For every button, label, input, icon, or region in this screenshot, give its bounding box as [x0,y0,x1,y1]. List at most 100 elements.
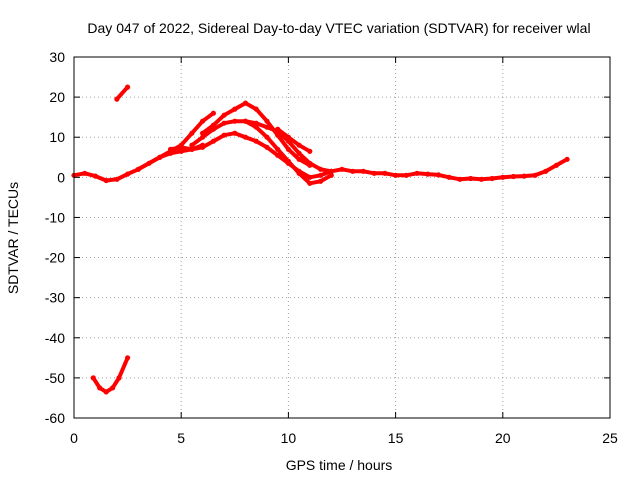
data-point [167,146,174,152]
grid-layer [74,57,610,418]
data-point [135,166,141,172]
data-point [350,168,356,174]
data-point [242,118,249,124]
data-point [393,172,399,178]
data-point [264,134,270,140]
x-tick-label: 20 [495,430,511,446]
data-point [307,180,313,186]
data-point [221,132,227,138]
tick-layer [73,56,611,419]
data-point [210,122,216,128]
x-tick-label: 25 [602,430,618,446]
data-point [189,130,195,136]
x-axis-title: GPS time / hours [286,457,393,473]
data-point [318,172,324,178]
data-point [253,120,259,126]
series-line-upper-segment [114,85,130,102]
data-point [264,124,270,130]
y-tick-label: -20 [45,250,65,266]
label-layer: 0 5 10 15 20 25 -60 -50 -40 -30 -20 -10 0 10 20 30 [45,49,618,446]
series-line-arc-b [168,131,334,180]
data-point [90,375,96,381]
y-tick-label: -40 [45,330,65,346]
data-point [82,170,88,176]
data-point [296,170,302,176]
data-point [553,162,560,168]
data-point [178,148,184,154]
data-point [200,130,206,136]
data-point [275,146,281,152]
data-point [296,142,302,148]
data-point [114,96,120,102]
data-point [242,100,249,106]
data-point [210,138,216,144]
data-point [253,106,259,112]
data-point [285,146,291,152]
data-point [114,176,120,182]
series-line-arc-d [200,101,312,168]
y-tick-label: 0 [57,169,65,185]
chart-title: Day 047 of 2022, Sidereal Day-to-day VTE… [87,20,590,36]
data-point [425,171,431,177]
data-point [500,174,506,180]
y-tick-label: -60 [45,410,65,426]
data-point [232,130,238,136]
data-point [189,142,195,148]
data-point [103,177,109,184]
data-point [189,146,195,152]
data-point [510,173,517,180]
data-point [457,176,463,182]
data-point [414,170,420,176]
data-point [318,166,324,172]
data-point [221,112,227,118]
data-point [564,156,570,162]
x-tick-label: 5 [177,430,185,446]
y-tick-label: 10 [49,129,65,145]
data-point [318,178,324,184]
data-point [97,385,103,391]
data-point [285,158,291,164]
data-point [478,176,484,182]
data-point [446,174,452,180]
data-point [275,152,281,158]
data-point [200,144,206,150]
data-point [125,355,131,361]
data-point [435,172,442,178]
data-point [157,154,163,160]
data-point [468,175,474,182]
data-point [307,174,313,180]
y-tick-label: -10 [45,209,65,225]
data-point [543,168,549,174]
data-point [125,84,131,90]
data-point [125,171,131,177]
data-point [253,138,259,144]
plot-frame [73,56,611,419]
y-tick-label: -50 [45,370,65,386]
x-tick-label: 10 [281,430,297,446]
data-point [521,173,527,179]
data-point [339,166,345,172]
data-point [328,168,334,174]
data-point [92,173,98,179]
data-point [210,110,216,116]
data-point [200,134,206,140]
data-point [242,134,249,140]
data-point [200,118,206,124]
series-layer [71,84,570,395]
data-point [360,168,366,174]
data-point [275,126,281,132]
data-point [110,385,116,391]
data-point [382,170,388,176]
data-point [178,144,184,150]
data-point [221,120,227,126]
data-point [371,170,377,176]
y-tick-label: 30 [49,49,65,65]
data-point [403,172,409,178]
y-tick-label: 20 [49,89,65,105]
data-point [285,134,291,140]
data-point [328,172,334,178]
series-line-arc-f [275,127,312,154]
y-axis-title: SDTVAR / TECUs [5,182,21,294]
data-point [264,118,270,124]
